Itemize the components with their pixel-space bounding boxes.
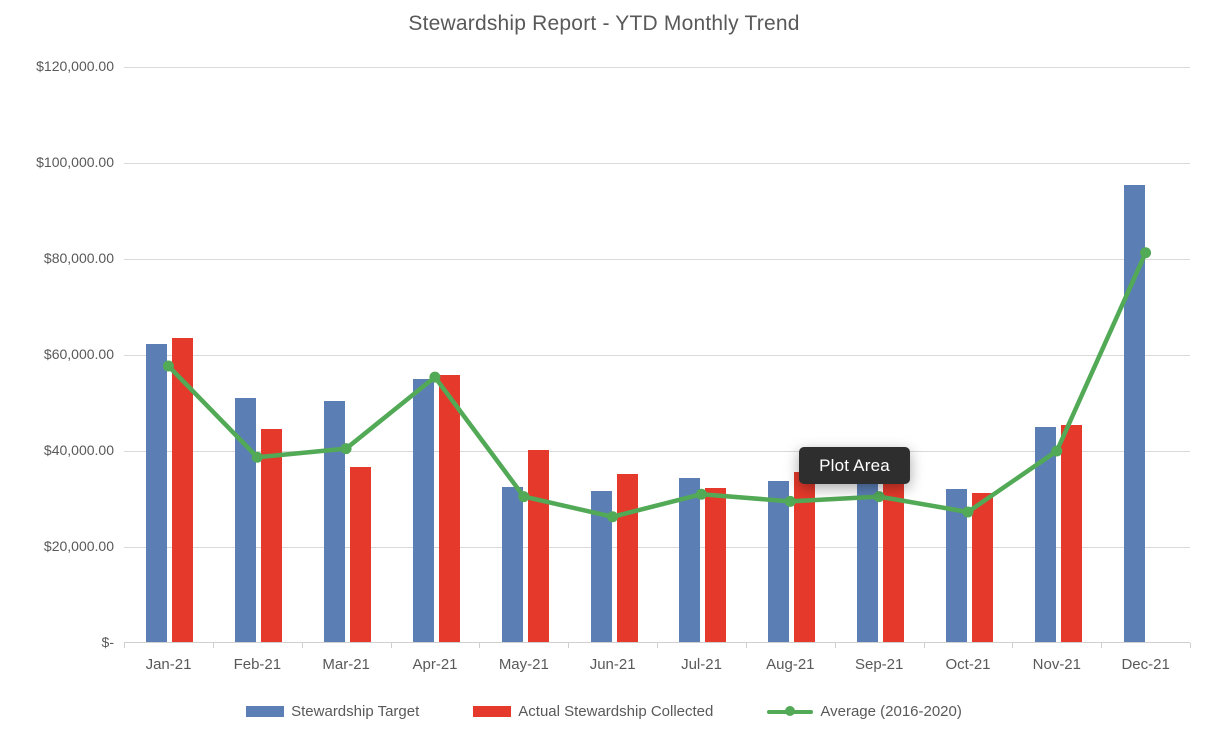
average-point-aug-21[interactable] [784, 495, 796, 507]
x-axis-tick [1012, 643, 1014, 648]
stewardship-target-bar-aug-21[interactable] [768, 480, 790, 642]
average-point-may-21[interactable] [518, 491, 530, 503]
average-point-nov-21[interactable] [1051, 445, 1063, 457]
actual-stewardship-collected-bar-aug-21[interactable] [794, 472, 816, 642]
average-line[interactable] [166, 251, 1148, 520]
blue-bar-swatch-icon [246, 705, 285, 717]
stewardship-target-bar-jun-21[interactable] [590, 490, 612, 642]
x-axis-tick-label: Oct-21 [945, 656, 991, 673]
actual-stewardship-collected-bar-sep-21[interactable] [883, 475, 905, 642]
average-point-jan-21[interactable] [162, 360, 174, 372]
gridline [124, 355, 1190, 356]
y-axis-tick-label: $80,000.00 [43, 250, 114, 266]
stewardship-target-bar-jan-21[interactable] [146, 343, 168, 642]
gridline [124, 67, 1190, 68]
stewardship-target-bar-sep-21[interactable] [857, 477, 879, 642]
x-axis-tick [479, 643, 481, 648]
red-bar-swatch-icon [473, 705, 512, 717]
legend: Stewardship Target Actual Stewardship Co… [0, 698, 1208, 724]
x-axis-tick-label: Jun-21 [589, 656, 636, 673]
x-axis-tick [390, 643, 392, 648]
x-axis-tick-label: Apr-21 [412, 656, 458, 673]
x-axis-tick-label: Dec-21 [1121, 656, 1170, 673]
y-axis-tick-label: $- [101, 634, 114, 650]
average-line-series[interactable] [124, 67, 1190, 643]
y-axis-tick-label: $60,000.00 [43, 346, 114, 362]
legend-label: Actual Stewardship Collected [518, 702, 714, 720]
actual-stewardship-collected-bar-nov-21[interactable] [1060, 424, 1082, 642]
x-axis-tick [212, 643, 214, 648]
x-axis-tick [568, 643, 570, 648]
x-axis-line [124, 642, 1190, 643]
x-axis-tick-label: Aug-21 [766, 656, 815, 673]
stewardship-target-bar-nov-21[interactable] [1034, 427, 1056, 642]
x-axis-tick-label: Jul-21 [681, 656, 722, 673]
gridline [124, 259, 1190, 260]
green-line-swatch-icon [767, 705, 814, 717]
x-axis-tick-label: Jan-21 [145, 656, 192, 673]
stewardship-target-bar-feb-21[interactable] [235, 398, 257, 642]
x-axis-tick [124, 643, 125, 648]
legend-item-actual-collected[interactable]: Actual Stewardship Collected [473, 703, 713, 720]
actual-stewardship-collected-bar-jan-21[interactable] [172, 338, 194, 642]
stewardship-target-bar-mar-21[interactable] [324, 400, 346, 642]
actual-stewardship-collected-bar-apr-21[interactable] [438, 374, 460, 642]
x-axis-tick [301, 643, 303, 648]
y-axis-tick-label: $100,000.00 [36, 154, 114, 170]
gridline [124, 451, 1190, 452]
legend-item-average[interactable]: Average (2016-2020) [767, 703, 962, 720]
actual-stewardship-collected-bar-mar-21[interactable] [350, 467, 372, 642]
chart-title[interactable]: Stewardship Report - YTD Monthly Trend [408, 12, 800, 35]
x-axis-tick [745, 643, 747, 648]
average-point-feb-21[interactable] [251, 451, 263, 463]
average-point-jun-21[interactable] [607, 511, 619, 523]
x-axis-tick-label: Mar-21 [322, 656, 370, 673]
x-axis-tick-label: Sep-21 [854, 656, 904, 673]
average-point-mar-21[interactable] [340, 443, 352, 455]
plot-area-tooltip: Plot Area [799, 447, 910, 484]
actual-stewardship-collected-bar-jul-21[interactable] [705, 487, 727, 642]
legend-label: Stewardship Target [291, 702, 420, 720]
x-axis-tick-label: May-21 [498, 656, 549, 673]
average-point-dec-21[interactable] [1140, 247, 1152, 259]
stewardship-target-bar-oct-21[interactable] [945, 489, 967, 642]
x-axis-tick-label: Nov-21 [1032, 656, 1081, 673]
average-point-jul-21[interactable] [695, 488, 707, 500]
stewardship-target-bar-apr-21[interactable] [412, 379, 434, 642]
average-point-apr-21[interactable] [429, 371, 441, 383]
gridline [124, 547, 1190, 548]
x-axis-tick [923, 643, 925, 648]
actual-stewardship-collected-bar-oct-21[interactable] [971, 493, 993, 642]
x-axis-tick [1101, 643, 1103, 648]
legend-item-stewardship-target[interactable]: Stewardship Target [246, 703, 419, 720]
actual-stewardship-collected-bar-feb-21[interactable] [261, 429, 283, 642]
x-axis-tick [834, 643, 836, 648]
y-axis-tick-label: $120,000.00 [36, 58, 114, 74]
stewardship-target-bar-may-21[interactable] [501, 487, 523, 642]
x-axis-tick [1190, 643, 1191, 648]
stewardship-target-bar-jul-21[interactable] [679, 477, 701, 642]
y-axis-tick-label: $40,000.00 [43, 442, 114, 458]
y-axis-tick-label: $20,000.00 [43, 538, 114, 554]
gridline [124, 163, 1190, 164]
stewardship-target-bar-dec-21[interactable] [1123, 185, 1145, 642]
x-axis-tick [657, 643, 658, 648]
x-axis-tick-label: Feb-21 [233, 656, 282, 673]
average-point-oct-21[interactable] [962, 506, 974, 518]
plot-area[interactable] [124, 67, 1190, 643]
average-point-sep-21[interactable] [873, 491, 885, 503]
legend-label: Average (2016-2020) [820, 702, 962, 720]
